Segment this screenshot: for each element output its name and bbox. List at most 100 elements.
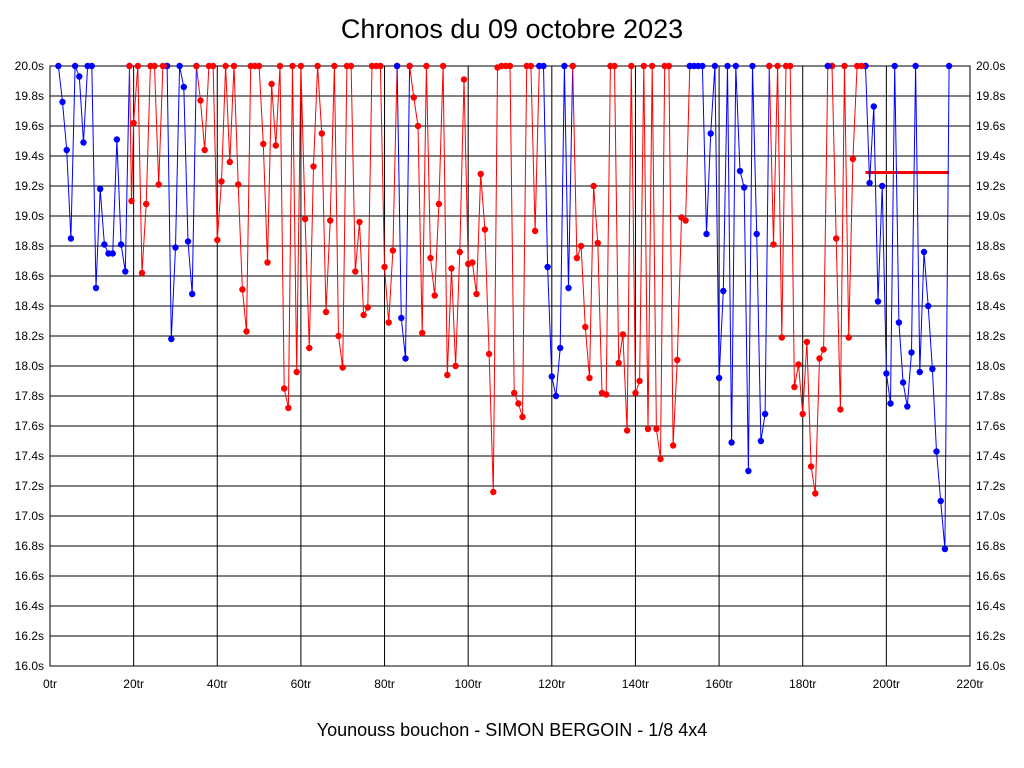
data-point — [540, 62, 547, 70]
data-point — [71, 62, 79, 70]
data-point — [485, 350, 493, 358]
data-point — [490, 488, 497, 496]
data-point — [180, 83, 187, 91]
y-tick-label-right: 19.4s — [976, 149, 1005, 163]
data-point — [76, 73, 83, 80]
tick-labels: 20.0s 20.0s 19.8s 19.8s 19.6s 19.6s 19.4s 19.4s… — [15, 59, 1006, 691]
data-point — [749, 62, 756, 70]
series-red-5 — [406, 62, 543, 496]
data-point — [352, 268, 359, 275]
series-red-11 — [828, 62, 869, 413]
data-point — [260, 140, 267, 148]
data-point — [870, 103, 877, 110]
x-tick-label: 200tr — [873, 677, 900, 691]
y-tick-label-right: 18.0s — [976, 359, 1005, 373]
data-point — [732, 62, 739, 70]
data-point — [941, 545, 949, 553]
data-point — [837, 406, 844, 413]
data-point — [603, 391, 610, 398]
y-tick-label-left: 17.4s — [15, 449, 44, 463]
y-tick-label-right: 16.4s — [976, 599, 1005, 613]
x-tick-label: 80tr — [374, 677, 395, 691]
y-tick-label-right: 17.6s — [976, 419, 1005, 433]
data-point — [209, 62, 217, 70]
series-red-1 — [126, 62, 171, 277]
y-tick-label-left: 18.6s — [15, 269, 44, 283]
series-line — [539, 65, 574, 397]
data-point — [276, 62, 284, 70]
data-point — [176, 62, 183, 70]
y-tick-label-right: 19.6s — [976, 119, 1005, 133]
data-point — [214, 236, 221, 244]
y-tick-label-left: 18.8s — [15, 239, 44, 253]
data-point — [356, 218, 363, 226]
data-point — [879, 182, 886, 190]
data-point — [916, 368, 923, 376]
y-tick-label-left: 16.8s — [15, 539, 44, 553]
data-point — [933, 448, 940, 455]
data-point — [427, 254, 434, 262]
data-point — [753, 230, 760, 238]
data-point — [707, 130, 714, 137]
data-point — [347, 62, 355, 70]
data-point — [816, 355, 823, 362]
data-point — [552, 392, 560, 400]
data-point — [787, 62, 794, 70]
series-blue-6 — [536, 62, 576, 400]
data-point — [289, 62, 296, 70]
data-point — [473, 290, 480, 298]
y-tick-label-left: 19.6s — [15, 119, 44, 133]
data-point — [531, 227, 539, 235]
data-point — [285, 404, 292, 412]
y-tick-label-right: 17.2s — [976, 479, 1005, 493]
data-point — [649, 62, 656, 70]
data-point — [682, 217, 689, 224]
data-point — [431, 292, 438, 299]
data-point — [398, 314, 405, 322]
data-point — [937, 497, 944, 505]
data-point — [268, 80, 275, 88]
data-point — [761, 410, 769, 418]
data-point — [657, 455, 664, 463]
data-point — [669, 442, 677, 449]
data-point — [155, 181, 162, 188]
data-point — [586, 374, 593, 382]
data-point — [364, 304, 371, 311]
x-tick-label: 180tr — [789, 677, 816, 691]
data-point — [193, 62, 200, 70]
data-point — [774, 62, 781, 70]
y-tick-label-left: 18.4s — [15, 299, 44, 313]
data-point — [218, 178, 225, 185]
data-point — [128, 197, 135, 205]
data-point — [615, 359, 622, 367]
series-blue-4 — [393, 62, 413, 362]
data-point — [143, 200, 150, 208]
data-point — [423, 62, 430, 70]
data-point — [720, 287, 727, 295]
data-point — [899, 379, 907, 386]
x-tick-label: 60tr — [291, 677, 312, 691]
y-tick-label-left: 18.0s — [15, 359, 44, 373]
data-point — [97, 185, 104, 193]
data-point — [908, 349, 915, 356]
data-point — [887, 400, 894, 407]
data-point — [101, 241, 108, 248]
grid — [49, 65, 971, 667]
data-point — [163, 62, 171, 70]
data-point — [452, 362, 459, 370]
data-point — [172, 244, 179, 251]
data-point — [360, 311, 367, 319]
y-tick-label-right: 17.4s — [976, 449, 1005, 463]
data-point — [281, 385, 288, 392]
data-point — [590, 182, 597, 190]
data-point — [569, 62, 576, 70]
data-point — [456, 248, 463, 256]
data-point — [306, 344, 313, 352]
y-tick-label-right: 17.8s — [976, 389, 1005, 403]
data-point — [55, 62, 62, 70]
x-tick-label: 20tr — [123, 677, 144, 691]
data-point — [841, 62, 848, 70]
series-blue-2 — [163, 62, 200, 343]
y-tick-label-right: 18.6s — [976, 269, 1005, 283]
